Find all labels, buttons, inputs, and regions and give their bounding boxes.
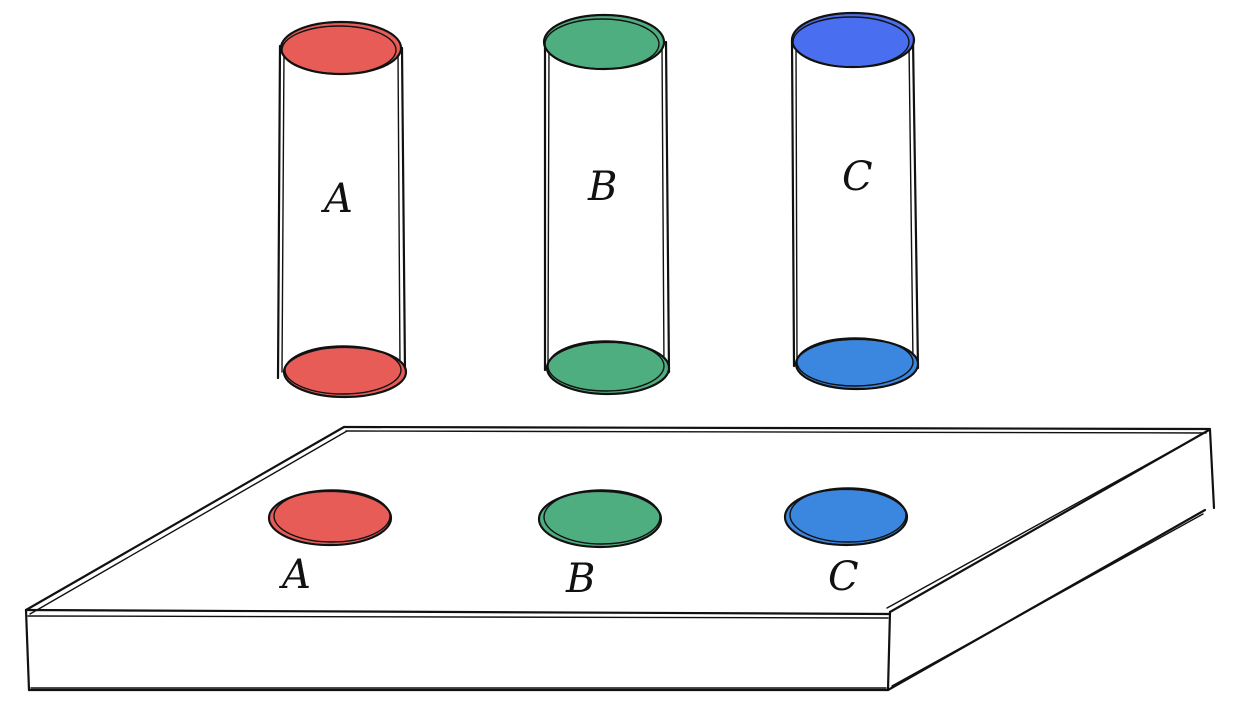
board-hole-c <box>783 487 909 547</box>
board-holes <box>267 487 909 549</box>
cylinder-c-label: C <box>842 154 873 200</box>
cylinder-c-top-cap <box>793 14 913 66</box>
cylinder-a-label: A <box>320 176 353 222</box>
cylinder-a-bottom-cap <box>285 348 405 396</box>
cylinder-b-top-cap <box>545 16 663 68</box>
cylinder-a-top-cap <box>282 23 400 73</box>
cylinder-c-bottom-cap <box>797 340 917 388</box>
cylinder-b: B <box>542 13 671 396</box>
board-hole-a <box>267 489 393 547</box>
cylinder-b-bottom-cap <box>548 343 668 393</box>
cylinder-a: A <box>276 20 408 399</box>
board-hole-b <box>537 489 663 549</box>
board-label-c: C <box>828 554 859 600</box>
cylinder-c: C <box>790 11 920 391</box>
cylinder-b-label: B <box>587 164 617 210</box>
board-label-a: A <box>278 552 311 598</box>
board-label-b: B <box>565 556 595 602</box>
board <box>24 425 1216 692</box>
